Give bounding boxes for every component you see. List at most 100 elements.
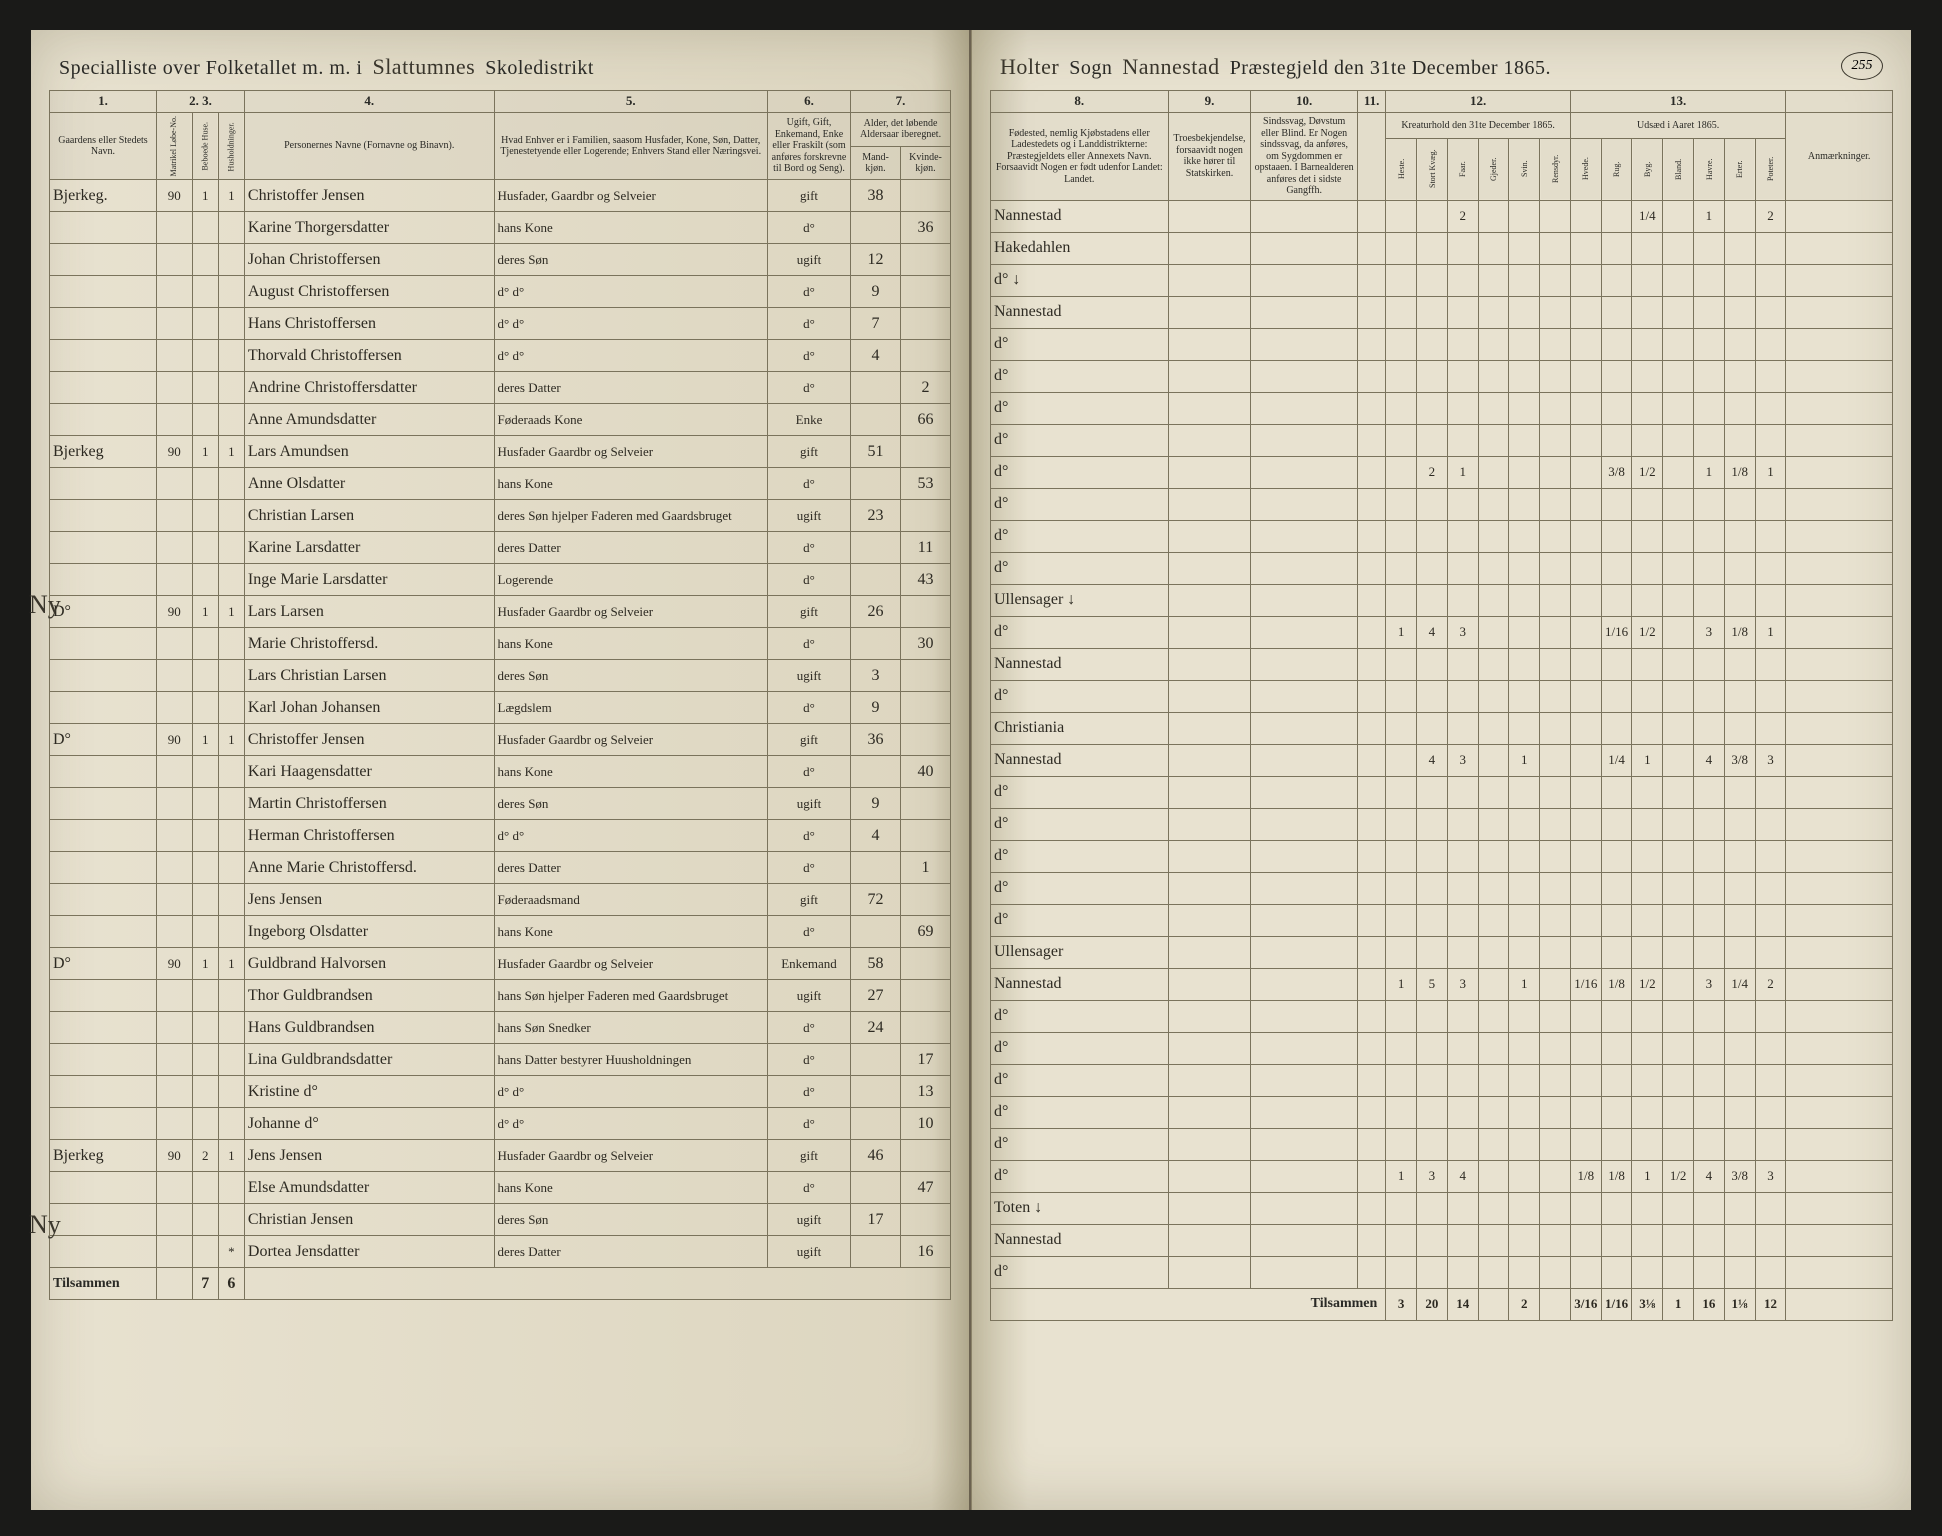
- cell-c13-2: 1/2: [1632, 456, 1663, 488]
- cell-c12-5: [1540, 712, 1571, 744]
- cell-civ: d°: [767, 1172, 850, 1204]
- cell-c12-2: [1447, 648, 1478, 680]
- cell-c13-1: [1601, 840, 1632, 872]
- cell-c13-4: [1694, 392, 1725, 424]
- cell-civ: d°: [767, 628, 850, 660]
- cell-11: [1357, 616, 1385, 648]
- cell-c13-4: 1: [1694, 456, 1725, 488]
- cell-c12-0: [1386, 360, 1417, 392]
- cell-c12-5: [1540, 1192, 1571, 1224]
- table-row: d°: [991, 840, 1893, 872]
- cell-hh: [218, 500, 244, 532]
- cell-c12-3: [1478, 264, 1509, 296]
- cell-c12-1: [1417, 424, 1448, 456]
- cell-hus: [192, 1172, 218, 1204]
- cell-infirm: [1251, 552, 1358, 584]
- cell-c13-2: 1/2: [1632, 616, 1663, 648]
- cell-c12-2: [1447, 776, 1478, 808]
- cell-c12-4: [1509, 1160, 1540, 1192]
- cell-infirm: [1251, 200, 1358, 232]
- table-row: d°213/81/211/81: [991, 456, 1893, 488]
- cell-c13-6: [1755, 1064, 1786, 1096]
- cell-c13-1: [1601, 584, 1632, 616]
- cell-c12-0: [1386, 520, 1417, 552]
- cell-c13-5: [1724, 520, 1755, 552]
- cell-faith: [1168, 488, 1251, 520]
- cell-c12-5: [1540, 424, 1571, 456]
- cell-age-m: [851, 916, 901, 948]
- cell-c12-2: 1: [1447, 456, 1478, 488]
- cell-c12-2: [1447, 1256, 1478, 1288]
- cell-c12-4: [1509, 1128, 1540, 1160]
- cell-c12-4: [1509, 680, 1540, 712]
- sum-rug: 1/16: [1601, 1288, 1632, 1320]
- cell-rel: deres Datter: [494, 852, 767, 884]
- cell-c12-4: [1509, 328, 1540, 360]
- cell-birth: Hakedahlen: [991, 232, 1169, 264]
- cell-c12-0: [1386, 648, 1417, 680]
- cell-c13-1: [1601, 1224, 1632, 1256]
- cell-c12-1: [1417, 200, 1448, 232]
- cell-c13-0: [1570, 904, 1601, 936]
- cell-remarks: [1786, 488, 1893, 520]
- cell-faith: [1168, 1096, 1251, 1128]
- cell-11: [1357, 808, 1385, 840]
- cell-hh: 1: [218, 1140, 244, 1172]
- cell-c12-1: [1417, 1192, 1448, 1224]
- cell-faith: [1168, 1256, 1251, 1288]
- cell-infirm: [1251, 616, 1358, 648]
- cell-c13-2: 1/4: [1632, 200, 1663, 232]
- cell-c13-2: [1632, 712, 1663, 744]
- cell-c13-3: [1663, 840, 1694, 872]
- cell-age-m: 17: [851, 1204, 901, 1236]
- cell-c13-4: [1694, 552, 1725, 584]
- cell-age-m: 3: [851, 660, 901, 692]
- cell-remarks: [1786, 1064, 1893, 1096]
- table-row: d°: [991, 872, 1893, 904]
- cell-civ: d°: [767, 1012, 850, 1044]
- cell-hh: [218, 884, 244, 916]
- table-row: d°: [991, 424, 1893, 456]
- cell-11: [1357, 1064, 1385, 1096]
- cell-hus: [192, 916, 218, 948]
- cell-c12-4: [1509, 840, 1540, 872]
- cell-rel: hans Kone: [494, 212, 767, 244]
- cell-hh: [218, 276, 244, 308]
- cell-civ: d°: [767, 532, 850, 564]
- cell-mat: [156, 1204, 192, 1236]
- cell-c13-2: [1632, 840, 1663, 872]
- cell-c12-3: [1478, 1128, 1509, 1160]
- cell-c12-4: [1509, 488, 1540, 520]
- cell-hh: [218, 852, 244, 884]
- cell-c12-0: [1386, 1064, 1417, 1096]
- cell-faith: [1168, 1128, 1251, 1160]
- cell-c13-6: [1755, 1000, 1786, 1032]
- cell-c13-0: [1570, 808, 1601, 840]
- cell-birth: d°: [991, 1096, 1169, 1128]
- cell-infirm: [1251, 328, 1358, 360]
- h-byg: Byg.: [1632, 138, 1663, 200]
- cell-rel: d° d°: [494, 1108, 767, 1140]
- table-row: Hans Christoffersend° d°d°7: [50, 308, 951, 340]
- cell-age-m: [851, 1044, 901, 1076]
- cell-11: [1357, 360, 1385, 392]
- table-row: d°: [991, 1064, 1893, 1096]
- cell-age-k: [901, 436, 951, 468]
- cell-c13-3: [1663, 520, 1694, 552]
- table-row: Karine Thorgersdatterhans Koned°36: [50, 212, 951, 244]
- cell-name: Martin Christoffersen: [244, 788, 494, 820]
- cell-c12-5: [1540, 1224, 1571, 1256]
- cell-rel: hans Kone: [494, 916, 767, 948]
- cell-hus: [192, 692, 218, 724]
- hdr-remarks: Anmærkninger.: [1786, 113, 1893, 201]
- cell-birth: Nannestad: [991, 296, 1169, 328]
- cell-civ: d°: [767, 756, 850, 788]
- cell-c13-5: [1724, 1064, 1755, 1096]
- cell-c13-1: [1601, 1032, 1632, 1064]
- cell-c12-5: [1540, 584, 1571, 616]
- cell-c13-5: [1724, 648, 1755, 680]
- cell-gaard: [50, 564, 157, 596]
- cell-11: [1357, 1128, 1385, 1160]
- cell-remarks: [1786, 456, 1893, 488]
- cell-c12-1: [1417, 1224, 1448, 1256]
